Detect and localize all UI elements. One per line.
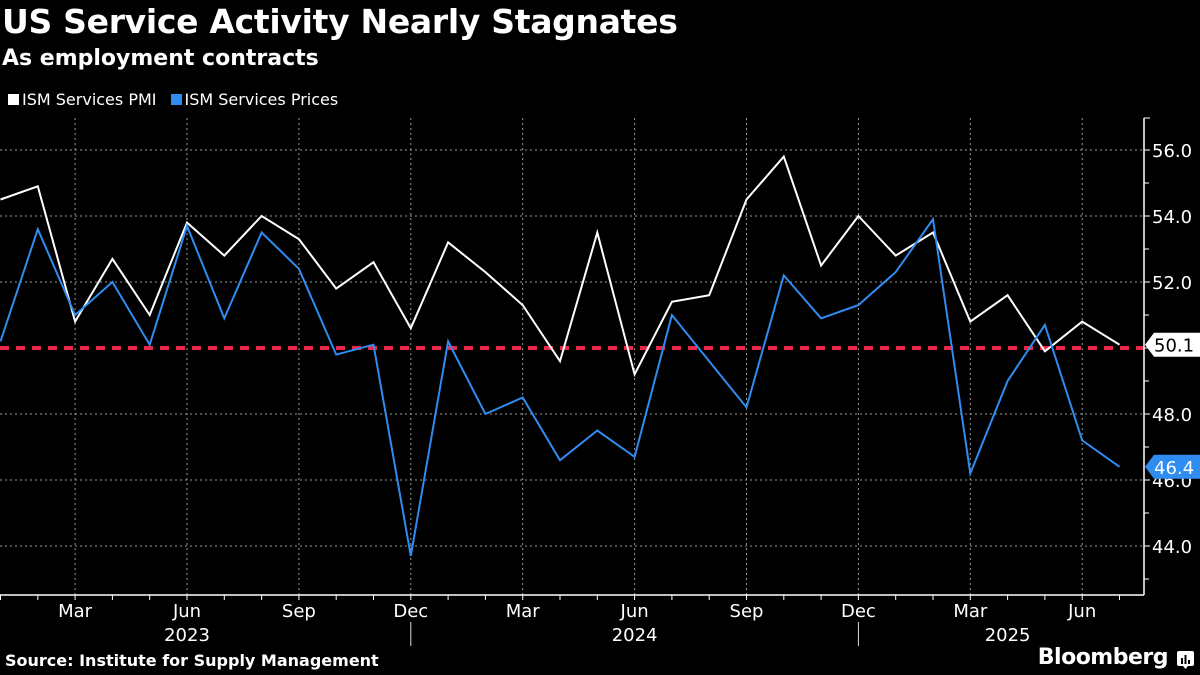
x-tick-label: Jun — [172, 601, 201, 622]
x-tick-label: Mar — [953, 601, 988, 622]
x-year-label: 2024 — [612, 625, 658, 646]
legend-swatch-pmi — [8, 94, 19, 105]
legend-label-pmi: ISM Services PMI — [22, 90, 157, 109]
chart-subtitle: As employment contracts — [2, 46, 319, 71]
x-tick-label: Mar — [58, 601, 93, 622]
x-year-label: 2025 — [985, 625, 1031, 646]
value-labels: 50.1 46.4 — [1145, 332, 1200, 479]
x-tick-label: Sep — [282, 601, 316, 622]
y-tick-label: 48.0 — [1152, 405, 1192, 426]
x-tick-label: Mar — [506, 601, 541, 622]
legend-item-pmi: ISM Services PMI — [8, 90, 157, 109]
y-tick-label: 44.0 — [1152, 537, 1192, 558]
y-tick-label: 56.0 — [1152, 141, 1192, 162]
x-tick-label: Dec — [841, 601, 876, 622]
last-value-label-pmi: 50.1 — [1154, 336, 1194, 357]
grid — [0, 118, 1144, 595]
last-value-label-prices: 46.4 — [1154, 458, 1194, 479]
y-tick-label: 54.0 — [1152, 207, 1192, 228]
last-value-badge-pmi — [1145, 332, 1200, 357]
legend-label-prices: ISM Services Prices — [184, 90, 339, 109]
x-tick-label: Jun — [1067, 601, 1096, 622]
x-year-label: 2023 — [164, 625, 210, 646]
bloomberg-logo: Bloomberg — [1037, 645, 1169, 670]
x-tick-label: Jun — [620, 601, 649, 622]
legend-item-prices: ISM Services Prices — [170, 90, 339, 109]
bloomberg-chart-icon — [1177, 651, 1194, 669]
y-tick-label: 52.0 — [1152, 273, 1192, 294]
x-tick-label: Sep — [730, 601, 764, 622]
source-note: Source: Institute for Supply Management — [5, 651, 379, 670]
legend: ISM Services PMI ISM Services Prices — [8, 90, 338, 109]
chart-title: US Service Activity Nearly Stagnates — [2, 2, 678, 41]
legend-swatch-prices — [170, 94, 182, 105]
x-tick-label: Dec — [393, 601, 428, 622]
series-group — [0, 154, 1121, 557]
last-value-badge-prices — [1145, 454, 1200, 479]
